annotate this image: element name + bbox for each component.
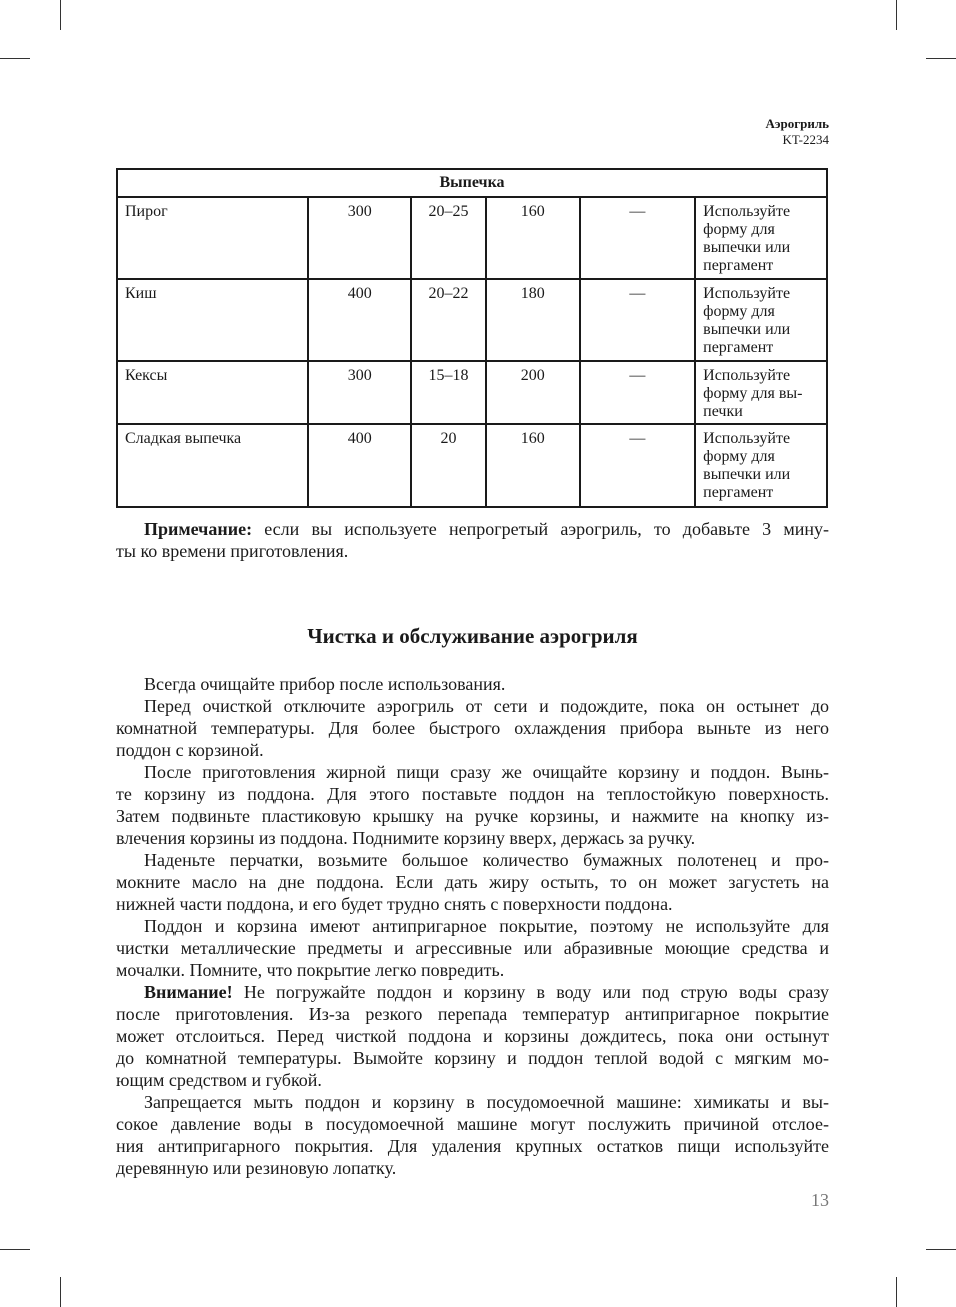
crop-mark: [0, 58, 30, 59]
crop-mark: [896, 1277, 897, 1307]
note-lead: Примечание:: [144, 519, 253, 539]
paragraph: Поддон и корзина имеют антипригарное пок…: [116, 916, 829, 980]
value-cell: 300: [307, 360, 413, 425]
value-cell: —: [578, 360, 697, 425]
notes-cell: Используйте форму для выпечки или пергам…: [694, 423, 828, 508]
paragraph: Наденьте перчатки, возьмите большое коли…: [116, 850, 829, 914]
value-cell: 15–18: [410, 360, 487, 425]
crop-mark: [926, 58, 956, 59]
value-cell: 160: [484, 423, 581, 508]
body-text: Всегда очищайте прибор после использован…: [116, 673, 829, 1179]
value-cell: 200: [484, 360, 581, 425]
dish-cell: Киш: [115, 278, 310, 362]
table-row: Кексы 300 15–18 200— Используйте форму для в…: [115, 360, 828, 425]
paragraph: Внимание! Не погружайте поддон и корзину…: [116, 982, 829, 1090]
section-heading: Чистка и обслуживание аэрогриля: [307, 624, 638, 648]
crop-mark: [60, 0, 61, 30]
running-header: Аэрогриль KT-2234: [765, 116, 829, 148]
dish-cell: Кексы: [115, 360, 310, 425]
value-cell: 20: [410, 423, 487, 508]
page-number: 13: [811, 1190, 829, 1210]
warning-lead: Внимание!: [144, 982, 233, 1002]
value-cell: —: [578, 423, 697, 508]
crop-mark: [896, 0, 897, 30]
paragraph: Перед очисткой отключите аэрогриль от се…: [116, 696, 829, 760]
dish-cell: Пирог: [115, 196, 310, 280]
table-row: Пирог 300 20–25 160— Используйте форму для в…: [115, 196, 828, 280]
value-cell: 160: [484, 196, 581, 280]
header-product: Аэрогриль: [765, 116, 829, 131]
table-row: Киш 400 20–22 180— Используйте форму для вып…: [115, 278, 828, 362]
notes-cell: Используйте форму для выпечки или пергам…: [694, 196, 828, 280]
value-cell: 400: [307, 278, 413, 362]
value-cell: —: [578, 196, 697, 280]
value-cell: 300: [307, 196, 413, 280]
paragraph: Запрещается мыть поддон и корзину в посу…: [116, 1092, 829, 1178]
table-section-title: Выпечка: [116, 168, 828, 198]
baking-table: Выпечка Пирог 300 20–25 160— Используйте фор…: [115, 168, 828, 508]
value-cell: —: [578, 278, 697, 362]
dish-cell: Сладкая выпечка: [115, 423, 310, 508]
header-model: KT-2234: [782, 132, 829, 147]
value-cell: 180: [484, 278, 581, 362]
notes-cell: Используйте форму для вы- печки: [694, 360, 828, 425]
value-cell: 20–22: [410, 278, 487, 362]
table-row: Сладкая выпечка 400 20 160— Используйте форм…: [115, 423, 828, 508]
value-cell: 20–25: [410, 196, 487, 280]
notes-cell: Используйте форму для выпечки или пергам…: [694, 278, 828, 362]
crop-mark: [926, 1249, 956, 1250]
note-paragraph: Примечание: если вы используете непрогре…: [116, 519, 829, 561]
crop-mark: [0, 1249, 30, 1250]
value-cell: 400: [307, 423, 413, 508]
paragraph: После приготовления жирной пищи сразу же…: [116, 762, 829, 848]
paragraph: Всегда очищайте прибор после использован…: [144, 674, 506, 694]
crop-mark: [60, 1277, 61, 1307]
